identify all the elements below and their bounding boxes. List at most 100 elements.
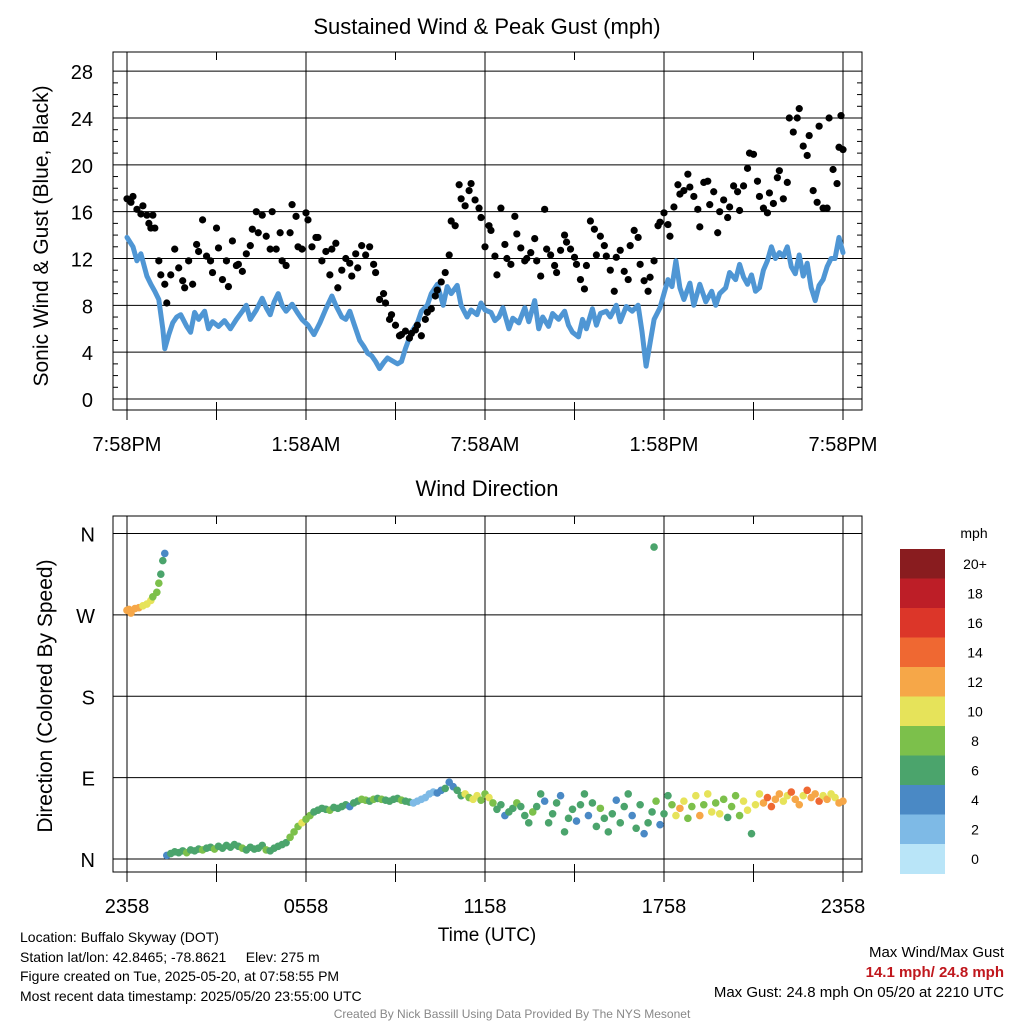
- peak-gust-point: [433, 286, 441, 294]
- peak-gust-point: [501, 240, 509, 249]
- direction-x-tick-label: 2358: [105, 896, 150, 918]
- peak-gust-point: [570, 253, 579, 261]
- peak-gust-point: [224, 283, 233, 291]
- peak-gust-point: [129, 192, 137, 201]
- direction-point: [604, 828, 613, 836]
- direction-point: [696, 811, 704, 820]
- peak-gust-point: [837, 112, 845, 120]
- peak-gust-point: [493, 271, 501, 279]
- direction-point: [763, 793, 772, 802]
- direction-point: [767, 802, 776, 811]
- peak-gust-point: [242, 250, 250, 258]
- direction-point: [747, 829, 756, 838]
- peak-gust-point: [773, 174, 781, 182]
- wind-y-tick-label: 20: [71, 156, 93, 178]
- direction-point: [823, 795, 831, 804]
- sustained-wind-line: [124, 234, 846, 372]
- peak-gust-point: [572, 260, 581, 268]
- wind-x-tick-label: 7:58AM: [451, 434, 520, 456]
- peak-gust-point: [543, 245, 551, 253]
- direction-x-tick-label: 1758: [642, 896, 687, 918]
- direction-point: [556, 791, 565, 800]
- peak-gust-point: [282, 261, 290, 270]
- direction-point: [536, 790, 545, 798]
- direction-point: [779, 797, 788, 805]
- colorbar-title: mph: [960, 525, 987, 541]
- colorbar-label: 6: [971, 763, 979, 779]
- peak-gust-point: [338, 266, 346, 274]
- peak-gust-point: [582, 261, 591, 270]
- peak-gust-point: [620, 267, 628, 275]
- direction-point: [743, 806, 752, 814]
- colorbar-label: 12: [967, 674, 983, 690]
- peak-gust-point: [755, 192, 764, 201]
- peak-gust-point: [600, 242, 608, 250]
- peak-gust-point: [212, 224, 221, 232]
- colorbar-swatch: [900, 608, 945, 638]
- peak-gust-point: [276, 229, 284, 237]
- direction-point: [155, 579, 163, 588]
- peak-gust-point: [660, 209, 668, 217]
- direction-point: [688, 802, 696, 811]
- direction-point: [632, 824, 640, 833]
- peak-gust-point: [533, 257, 541, 265]
- direction-point: [707, 808, 716, 816]
- peak-gust-point: [640, 277, 648, 285]
- peak-gust-point: [161, 280, 169, 288]
- peak-gust-point: [720, 196, 728, 204]
- peak-gust-point: [417, 332, 425, 340]
- peak-gust-point: [127, 198, 135, 206]
- peak-gust-point: [266, 245, 274, 253]
- peak-gust-point: [288, 201, 296, 209]
- peak-gust-point: [765, 189, 774, 197]
- peak-gust-point: [268, 208, 276, 216]
- peak-gust-point: [387, 311, 396, 319]
- direction-point: [692, 791, 700, 800]
- wind-y-tick-label: 12: [71, 250, 93, 272]
- direction-point: [799, 791, 808, 800]
- wind-x-tick-label: 7:58PM: [809, 434, 878, 456]
- peak-gust-point: [218, 275, 227, 284]
- peak-gust-point: [437, 278, 445, 286]
- peak-gust-point: [304, 216, 312, 224]
- direction-point: [453, 786, 461, 795]
- direction-point: [572, 817, 581, 825]
- direction-point: [839, 797, 847, 805]
- peak-gust-point: [381, 299, 390, 307]
- direction-point: [624, 790, 632, 798]
- direction-point: [441, 784, 450, 793]
- peak-gust-point: [354, 264, 362, 272]
- peak-gust-point: [759, 204, 768, 212]
- peak-gust-point: [421, 315, 429, 323]
- colorbar-swatch: [900, 667, 945, 697]
- peak-gust-point: [795, 105, 803, 113]
- direction-point: [600, 814, 609, 823]
- peak-gust-point: [735, 206, 744, 215]
- direction-point: [620, 802, 629, 811]
- peak-gust-point: [451, 222, 459, 230]
- direction-point: [580, 790, 589, 798]
- direction-point: [652, 797, 660, 805]
- direction-point: [751, 800, 760, 809]
- direction-point: [755, 790, 764, 798]
- colorbar-swatch: [900, 578, 945, 609]
- direction-point: [676, 804, 684, 813]
- peak-gust-point: [739, 182, 748, 190]
- direction-point: [159, 556, 167, 565]
- peak-gust-point: [465, 186, 473, 195]
- peak-gust-point: [602, 252, 610, 260]
- direction-point: [660, 809, 668, 818]
- peak-gust-point: [809, 186, 817, 195]
- peak-gust-point: [206, 257, 215, 265]
- peak-gust-point: [670, 203, 678, 211]
- peak-gust-point: [592, 251, 600, 259]
- peak-gust-point: [497, 204, 505, 212]
- direction-point: [509, 804, 517, 813]
- peak-gust-point: [696, 223, 704, 231]
- peak-gust-point: [362, 251, 370, 259]
- credit-text: Created By Nick Bassill Using Data Provi…: [333, 1007, 691, 1021]
- peak-gust-point: [680, 186, 688, 195]
- peak-gust-point: [342, 254, 350, 263]
- direction-point: [703, 790, 712, 798]
- direction-point: [644, 819, 652, 827]
